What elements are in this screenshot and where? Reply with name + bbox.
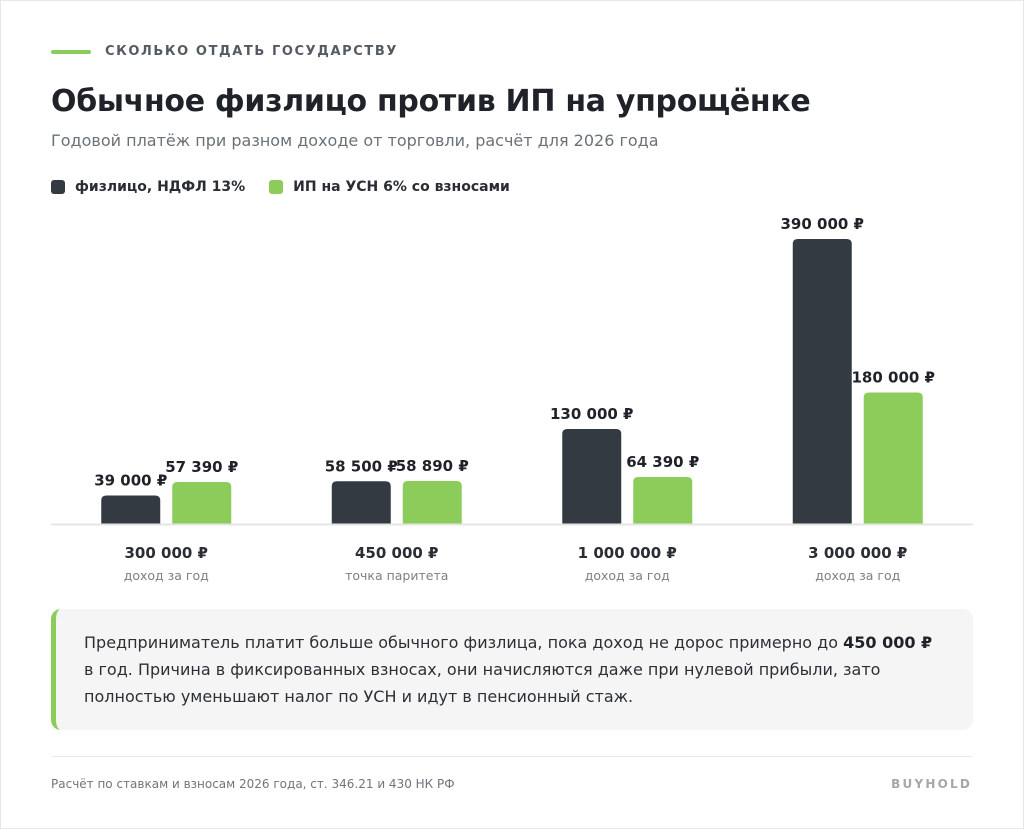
category-sublabel-0: доход за год [124,568,209,583]
callout-highlight: 450 000 ₽ [843,633,933,652]
bar-entrepreneur-3 [863,392,923,524]
category-sublabel-2: доход за год [585,568,670,583]
eyebrow-accent-line [51,49,91,54]
legend-item-entrepreneur: ИП на УСН 6% со взносами [269,179,510,195]
legend-label-individual: физлицо, НДФЛ 13% [75,179,246,195]
bar-value-label-0-2: 130 000 ₽ [550,405,634,423]
chart-legend: физлицо, НДФЛ 13% ИП на УСН 6% со взноса… [51,179,510,195]
legend-item-individual: физлицо, НДФЛ 13% [51,179,245,195]
bar-individual-0 [101,495,161,524]
category-label-0: 300 000 ₽ [124,544,208,562]
bar-value-label-0-3: 390 000 ₽ [780,215,864,233]
bar-value-label-0-1: 58 500 ₽ [325,457,398,475]
page-subtitle: Годовой платёж при разном доходе от торг… [51,131,659,150]
brand-logo: BUYHOLD [891,777,972,791]
bar-value-label-1-0: 57 390 ₽ [165,458,238,476]
bar-individual-3 [792,239,852,524]
bar-individual-2 [562,429,622,524]
bar-value-label-1-1: 58 890 ₽ [396,457,469,475]
callout-note: Предприниматель платит больше обычного ф… [51,609,973,730]
callout-text-start: Предприниматель платит больше обычного ф… [84,633,844,652]
page-title: Обычное физлицо против ИП на упрощёнке [51,84,811,119]
legend-swatch-individual [51,180,65,194]
bar-value-label-0-0: 39 000 ₽ [94,472,167,490]
category-label-2: 1 000 000 ₽ [578,544,677,562]
category-sublabel-3: доход за год [815,568,900,583]
legend-swatch-entrepreneur [269,180,284,194]
eyebrow: СКОЛЬКО ОТДАТЬ ГОСУДАРСТВУ [51,44,398,59]
footnote: Расчёт по ставкам и взносам 2026 года, с… [51,777,455,791]
bar-chart: 39 000 ₽57 390 ₽ 300 000 ₽ доход за год 58 … [51,215,973,583]
footer-divider [51,756,973,757]
legend-label-entrepreneur: ИП на УСН 6% со взносами [293,179,510,195]
bar-entrepreneur-1 [402,480,462,524]
eyebrow-text: СКОЛЬКО ОТДАТЬ ГОСУДАРСТВУ [105,44,398,59]
bar-entrepreneur-0 [172,482,232,524]
bar-individual-1 [331,481,391,524]
bar-entrepreneur-2 [633,476,693,524]
category-sublabel-1: точка паритета [345,568,448,583]
category-label-3: 3 000 000 ₽ [808,544,907,562]
callout-text-end: в год. Причина в фиксированных взносах, … [84,660,881,706]
bar-value-label-1-3: 180 000 ₽ [851,368,935,386]
category-label-1: 450 000 ₽ [355,544,439,562]
bar-value-label-1-2: 64 390 ₽ [626,453,699,471]
